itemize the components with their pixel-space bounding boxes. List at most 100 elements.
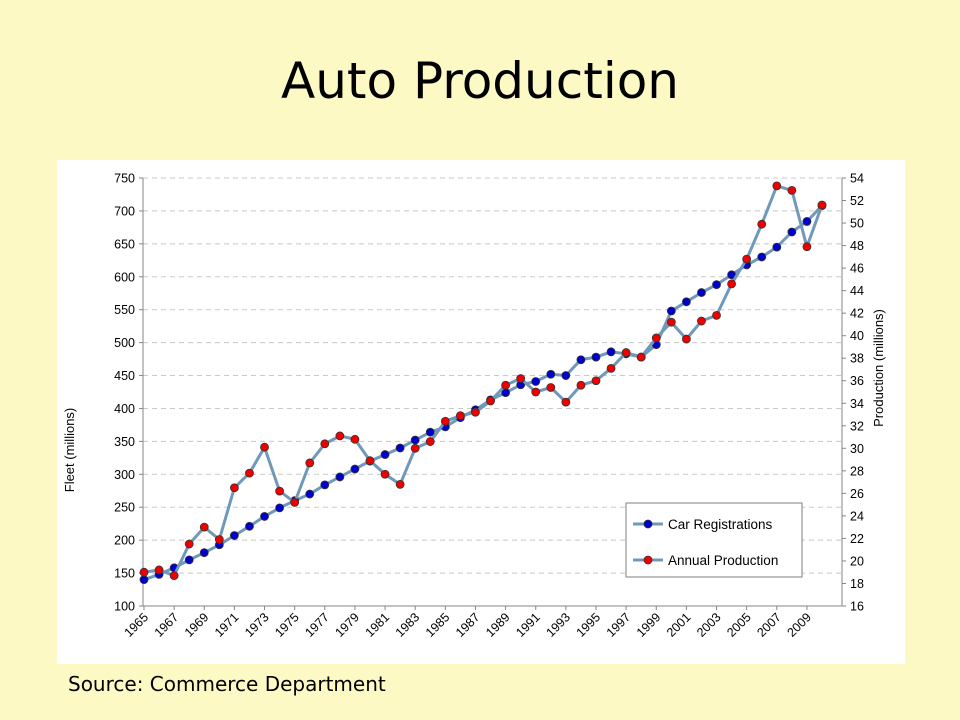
x-tick-label: 1993 [543, 610, 573, 640]
x-tick-label: 1965 [122, 610, 152, 640]
legend-item-car-registrations: Car Registrations [633, 517, 773, 532]
data-point-annual-production [486, 396, 495, 406]
data-point-annual-production [817, 200, 827, 210]
x-tick-label: 1999 [634, 610, 664, 640]
data-point-car-registrations [561, 371, 571, 380]
data-point-car-registrations [199, 548, 209, 558]
data-point-annual-production [139, 567, 149, 577]
x-tick-label: 1977 [302, 610, 332, 640]
right-y-tick-label: 38 [850, 352, 864, 366]
data-point-car-registrations [305, 489, 315, 499]
legend-label: Annual Production [668, 553, 778, 568]
right-y-tick-label: 54 [850, 172, 864, 186]
x-tick-label: 1997 [604, 610, 634, 640]
x-tick-label: 1991 [513, 610, 543, 640]
data-point-annual-production [154, 565, 164, 575]
data-point-annual-production [591, 376, 601, 386]
data-point-car-registrations [802, 217, 812, 226]
left-y-tick-label: 700 [114, 204, 135, 218]
data-point-car-registrations [666, 306, 676, 316]
data-point-annual-production [290, 497, 300, 507]
series-layer [139, 181, 827, 585]
left-y-tick-label: 250 [114, 501, 135, 515]
x-tick-label: 1995 [574, 610, 604, 640]
x-tick-label: 1989 [483, 610, 513, 640]
data-point-annual-production [606, 363, 616, 373]
x-tick-label: 2007 [754, 610, 784, 640]
data-point-annual-production [712, 311, 721, 320]
right-y-tick-label: 26 [850, 487, 864, 501]
data-point-annual-production [757, 219, 767, 229]
data-point-car-registrations [184, 555, 194, 565]
data-point-annual-production [682, 334, 691, 344]
right-y-tick-label: 24 [850, 509, 864, 523]
data-point-annual-production [561, 397, 571, 407]
legend-marker [643, 555, 653, 565]
data-point-annual-production [229, 483, 239, 493]
left-y-tick-label: 400 [114, 402, 135, 416]
data-point-car-registrations [410, 435, 420, 445]
left-y-tick-label: 200 [114, 534, 135, 548]
right-y-tick-label: 46 [850, 262, 864, 276]
data-point-annual-production [214, 535, 224, 544]
data-point-annual-production [380, 469, 390, 479]
data-point-annual-production [440, 416, 450, 426]
x-tick-label: 1985 [423, 610, 453, 640]
data-point-car-registrations [350, 464, 360, 474]
left-y-tick-label: 100 [114, 600, 135, 614]
data-point-car-registrations [425, 427, 435, 437]
data-point-annual-production [425, 437, 435, 446]
data-point-car-registrations [275, 503, 285, 513]
data-point-car-registrations [395, 443, 405, 453]
data-point-car-registrations [335, 472, 345, 482]
legend-marker [643, 519, 653, 529]
data-point-annual-production [245, 468, 254, 478]
legend-item-annual-production: Annual Production [633, 553, 778, 568]
data-point-annual-production [184, 539, 194, 549]
data-point-annual-production [802, 242, 812, 252]
chart-panel: 100 150 200 250 300 350 400 450 500 550 600 650 700 7… [57, 160, 905, 664]
x-tick-label: 1969 [182, 610, 212, 640]
data-point-car-registrations [576, 355, 586, 365]
data-point-car-registrations [139, 575, 149, 585]
right-y-tick-label: 42 [850, 307, 864, 321]
left-y-tick-label: 450 [114, 369, 135, 383]
data-point-annual-production [727, 279, 736, 289]
right-y-tick-label: 44 [850, 284, 864, 298]
data-point-annual-production [410, 443, 420, 453]
left-axis-title: Fleet (millions) [62, 408, 77, 493]
right-y-tick-label: 40 [850, 329, 864, 343]
data-point-car-registrations [697, 288, 706, 297]
data-point-annual-production [546, 383, 556, 392]
data-point-car-registrations [712, 280, 721, 290]
data-point-annual-production [455, 411, 465, 421]
data-point-annual-production [305, 458, 315, 468]
data-point-car-registrations [682, 297, 691, 307]
data-point-annual-production [260, 442, 269, 452]
data-point-annual-production [697, 316, 706, 326]
data-point-car-registrations [245, 521, 254, 531]
data-point-car-registrations [787, 227, 797, 237]
x-tick-label: 2009 [784, 610, 814, 640]
data-point-annual-production [787, 185, 797, 195]
left-y-tick-label: 500 [114, 336, 135, 350]
legend-box [625, 502, 803, 578]
right-y-tick-label: 16 [850, 600, 864, 614]
right-y-tick-labels: 16 18 20 22 24 26 28 30 32 34 36 38 40 42 44 46 48 50 52 54 [842, 172, 864, 614]
data-point-annual-production [636, 352, 646, 362]
left-y-tick-label: 350 [114, 435, 135, 449]
data-point-annual-production [516, 374, 526, 383]
data-point-annual-production [335, 431, 345, 441]
data-point-car-registrations [757, 252, 767, 262]
right-y-tick-label: 30 [850, 442, 864, 456]
x-tick-label: 1981 [363, 610, 393, 640]
x-tick-label: 1967 [152, 610, 182, 640]
right-y-tick-label: 20 [850, 554, 864, 568]
left-y-tick-label: 300 [114, 468, 135, 482]
data-point-annual-production [501, 380, 511, 390]
data-point-annual-production [320, 439, 330, 449]
x-tick-label: 1971 [212, 610, 242, 640]
right-y-tick-label: 18 [850, 577, 864, 591]
data-point-annual-production [275, 486, 285, 496]
data-point-car-registrations [531, 377, 541, 386]
